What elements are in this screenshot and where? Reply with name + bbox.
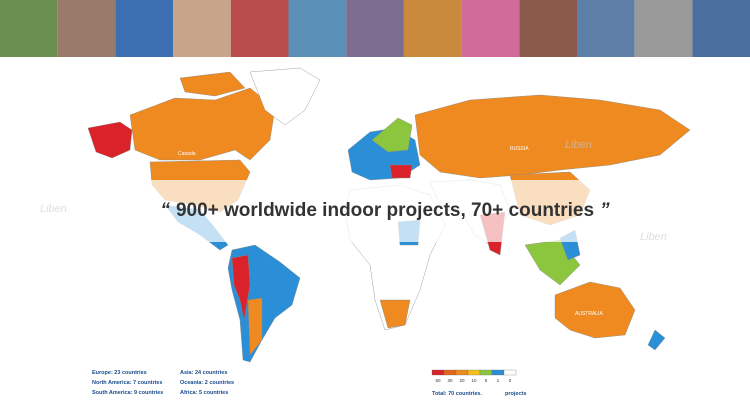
photo (0, 0, 58, 57)
scale-label: 10 (471, 378, 477, 383)
headline-band (150, 180, 620, 242)
scale-swatch (455, 369, 469, 376)
scale-label: 30 (447, 378, 453, 383)
scale-label: 20 (459, 378, 465, 383)
region-count: Asia: 24 countries (180, 370, 227, 376)
region-count: Africa: 5 countries (180, 390, 228, 396)
map-label: AUSTRALIA (575, 311, 603, 317)
photo (173, 0, 231, 57)
legend: Europe: 23 countries North America: 7 cou… (92, 369, 526, 397)
region-count: Europe: 23 countries (92, 370, 147, 376)
map-label: Canada (178, 151, 196, 157)
map-label: RUSSIA (510, 146, 529, 152)
headline: “900+ worldwide indoor projects, 70+ cou… (160, 200, 610, 221)
photo (403, 0, 462, 57)
scale-swatch (479, 369, 493, 376)
watermark: Liben (40, 203, 67, 215)
photo (461, 0, 520, 57)
photo (230, 0, 289, 57)
photo (577, 0, 635, 57)
unit: projects (505, 391, 526, 397)
photo (346, 0, 404, 57)
scale-swatch (467, 369, 481, 376)
scale-swatch (503, 369, 517, 376)
region-count: South America: 9 countries (92, 390, 163, 396)
scale-swatch (431, 369, 445, 376)
photo (634, 0, 693, 57)
watermark: Liben (640, 231, 667, 243)
scale-swatch (443, 369, 457, 376)
region-count: North America: 7 countries (92, 380, 162, 386)
total: Total: 70 countries. (432, 391, 482, 397)
photo (115, 0, 174, 57)
photo-strip (0, 0, 750, 57)
photo (288, 0, 347, 57)
photo (692, 0, 750, 57)
scale-label: 50 (435, 378, 441, 383)
scale-swatch (491, 369, 505, 376)
scale-label: 1 (497, 378, 500, 383)
scale-label: 5 (485, 378, 488, 383)
scale-label: 0 (509, 378, 512, 383)
watermark: Liben (565, 139, 592, 151)
region-count: Oceania: 2 countries (180, 380, 234, 386)
photo (57, 0, 116, 57)
photo (519, 0, 577, 57)
